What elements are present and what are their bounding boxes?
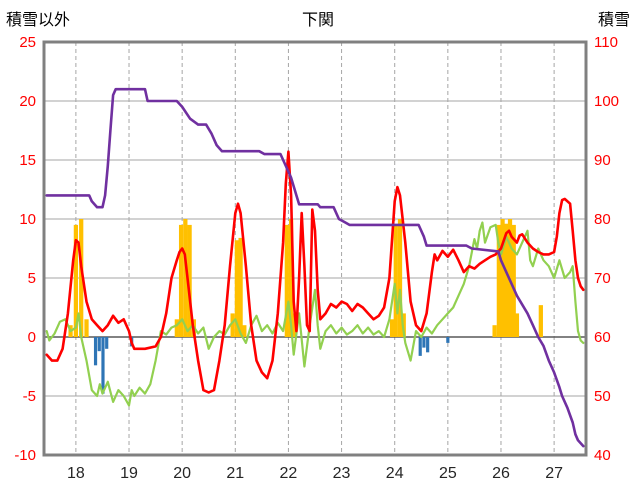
- precip-bars-orange-bar: [187, 224, 192, 337]
- svg-text:40: 40: [594, 447, 611, 464]
- precip-bars-orange-bar: [504, 223, 509, 337]
- precip-bars-orange-bar: [79, 219, 84, 337]
- precip-bars-orange-bar: [238, 237, 243, 337]
- snowfall-bars-blue-bar: [105, 337, 109, 349]
- svg-text:-10: -10: [14, 447, 36, 464]
- left-axis-title: 積雪以外: [6, 12, 71, 29]
- red-line: [45, 150, 585, 394]
- right-axis-title: 積雪: [597, 12, 630, 29]
- svg-text:60: 60: [594, 329, 611, 346]
- svg-text:-5: -5: [23, 388, 36, 405]
- precip-bars-orange-bar: [73, 224, 79, 337]
- snowfall-bars-blue-bar: [418, 337, 422, 356]
- plot-frame: [42, 40, 588, 457]
- svg-text:25: 25: [439, 465, 457, 482]
- precip-bars-orange-bar: [397, 219, 403, 337]
- precip-bars-orange-bar: [511, 224, 516, 337]
- svg-text:25: 25: [19, 34, 36, 51]
- svg-text:5: 5: [28, 270, 36, 287]
- svg-text:100: 100: [594, 93, 619, 110]
- snowfall-bars-blue-bar: [426, 337, 430, 353]
- precip-bars-orange-bar: [230, 313, 235, 337]
- snowfall-bars-blue-bar: [446, 337, 450, 343]
- svg-text:23: 23: [333, 465, 351, 482]
- right-axis-tick-labels: 110 100 90 80 70 60 50 40: [594, 34, 619, 464]
- precip-bars-orange-bar: [288, 219, 294, 337]
- precip-bars-orange-bar: [174, 319, 179, 337]
- snow-depth-line-purple: [45, 87, 585, 448]
- svg-text:26: 26: [492, 465, 510, 482]
- svg-text:10: 10: [19, 211, 36, 228]
- precip-bars-orange-bar: [393, 224, 398, 337]
- precip-bars-orange-bar: [496, 224, 501, 337]
- snowfall-bars-blue-bar: [97, 337, 101, 352]
- snowfall-bars-blue-bar: [422, 337, 426, 348]
- svg-text:18: 18: [67, 465, 85, 482]
- svg-text:80: 80: [594, 211, 611, 228]
- green-line: [45, 221, 585, 407]
- svg-text:0: 0: [28, 329, 36, 346]
- precip-bars-orange-bar: [514, 313, 520, 337]
- left-axis-tick-labels: 25 20 15 10 5 0 -5 -10: [14, 34, 36, 464]
- precip-bars-orange-bar: [234, 240, 240, 337]
- precip-bars-orange-bar: [242, 325, 247, 337]
- precip-bars-orange-bar: [183, 219, 188, 337]
- svg-text:27: 27: [545, 465, 563, 482]
- svg-text:50: 50: [594, 388, 611, 405]
- precip-bars-orange-bar: [538, 305, 543, 337]
- precip-bars-orange-bar: [84, 319, 89, 337]
- x-axis-tick-labels: 18 19 20 21 22 23 24 25 26 27: [67, 465, 563, 482]
- precip-bars-orange-bar: [178, 224, 184, 337]
- snowfall-bars-blue-bar: [93, 337, 98, 366]
- svg-text:24: 24: [386, 465, 404, 482]
- svg-text:21: 21: [226, 465, 244, 482]
- chart-title: 下関: [301, 12, 334, 29]
- svg-text:20: 20: [19, 93, 36, 110]
- svg-text:22: 22: [280, 465, 298, 482]
- svg-text:90: 90: [594, 152, 611, 169]
- precip-bars-orange-bar: [492, 325, 497, 337]
- svg-text:19: 19: [120, 465, 138, 482]
- precip-bars-orange-bar: [500, 219, 505, 337]
- svg-text:110: 110: [594, 34, 618, 51]
- precip-bars-orange-bar: [284, 224, 289, 337]
- snowfall-bars-blue-bar: [101, 337, 105, 394]
- svg-text:70: 70: [594, 270, 611, 287]
- svg-text:20: 20: [173, 465, 191, 482]
- svg-text:15: 15: [19, 152, 36, 169]
- precip-bars-orange-bar: [389, 319, 395, 337]
